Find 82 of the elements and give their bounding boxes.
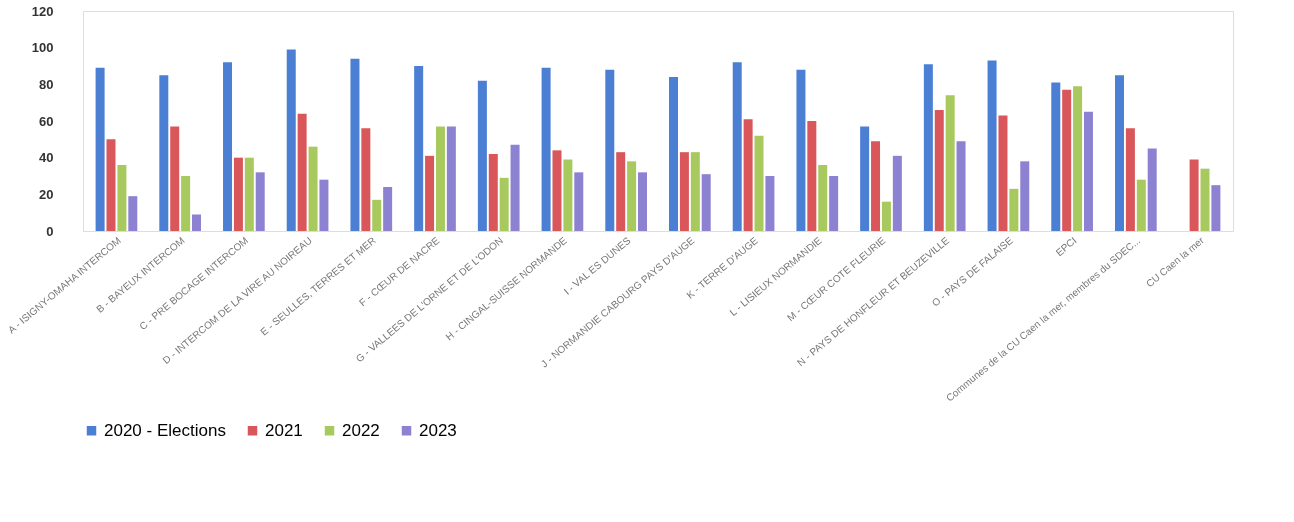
bar [106,139,116,231]
bar [563,159,573,231]
bar [690,152,700,231]
bar [255,172,265,231]
bar [998,115,1008,231]
bar [945,95,955,231]
y-tick-label: 40 [39,150,54,166]
bar [510,144,520,231]
legend-label: 2021 [265,420,303,440]
bar [956,141,966,231]
y-tick-label: 80 [39,76,54,92]
bar [361,128,371,231]
bar [1051,82,1061,231]
bar [669,77,679,231]
bar [1009,188,1019,231]
bar [616,152,626,231]
bar [1211,185,1221,231]
bar [286,49,296,231]
bar [637,172,647,231]
y-tick-label: 120 [31,3,54,19]
bar [1062,89,1072,231]
bar [1125,128,1135,231]
bar [128,196,138,231]
bar [477,80,487,231]
bar [892,155,902,231]
bar [1200,168,1210,231]
bar [95,67,105,231]
bar [1136,179,1146,231]
bar [1083,111,1093,231]
y-tick-label: 60 [39,113,54,129]
bar [1073,86,1083,231]
bar [1147,148,1157,231]
bar [319,179,329,231]
bar [383,187,393,231]
bar [181,176,191,231]
bar [679,152,689,231]
bar [818,165,828,231]
bar [754,135,764,231]
legend-label: 2023 [419,420,457,440]
bar [765,176,775,231]
bar [605,69,615,231]
bar [552,150,562,231]
bar [297,113,307,231]
bar [350,58,360,231]
bar [233,157,243,231]
bar [743,119,753,231]
bar [446,126,456,231]
bar [796,69,806,231]
bar [541,67,551,231]
bar [499,177,509,231]
bar [1189,159,1199,231]
bar [192,214,202,231]
bar [372,199,382,231]
y-tick-label: 0 [46,223,54,239]
bar [701,174,711,231]
bar [732,62,742,231]
bar [170,126,180,231]
bar [871,141,881,231]
bar [244,157,254,231]
bar [1114,75,1124,231]
bar [223,62,233,231]
bar [934,110,944,231]
bar [414,66,424,231]
bar [1020,161,1030,231]
bar [308,146,318,231]
bar [435,126,445,231]
legend-label: 2020 - Elections [104,420,226,440]
bar [860,126,870,231]
bar [807,121,817,231]
bar [923,64,933,231]
bar [829,176,839,231]
legend-label: 2022 [342,420,380,440]
bar [159,75,169,231]
y-tick-label: 20 [39,186,54,202]
bar [117,165,127,231]
bar [627,161,637,231]
bar [488,154,498,231]
y-tick-label: 100 [31,40,54,56]
bar [881,201,891,231]
bar [574,172,584,231]
bar [425,155,435,231]
bar [987,60,997,231]
